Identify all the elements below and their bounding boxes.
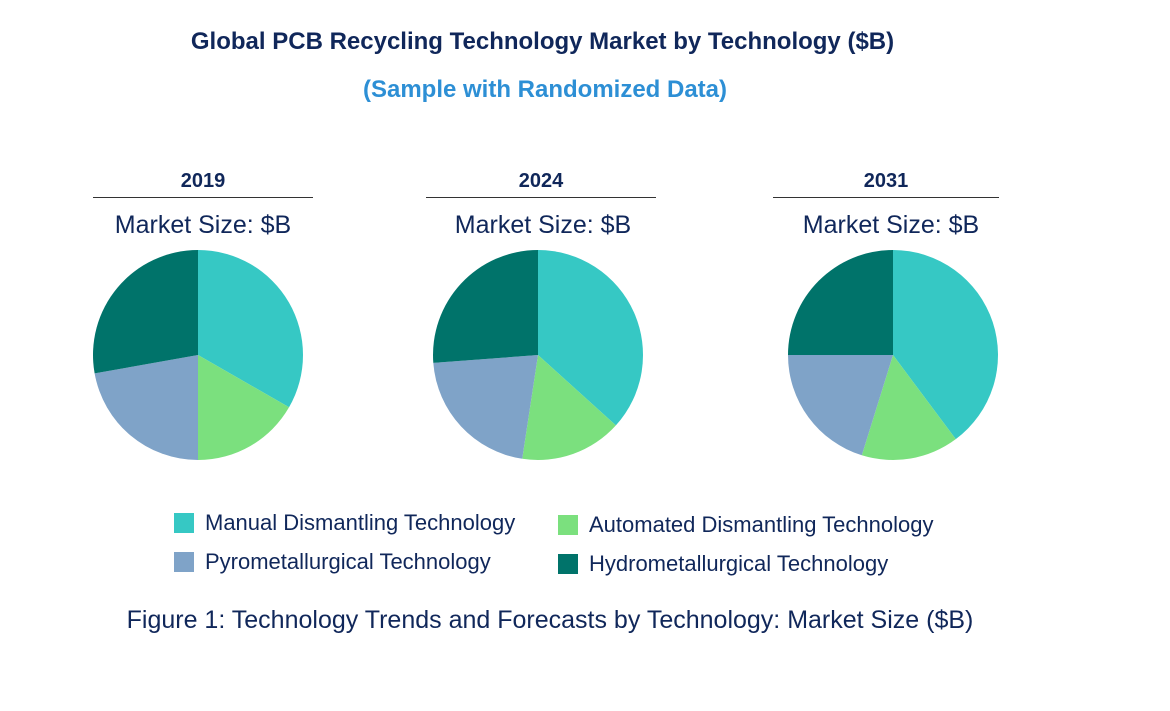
pie-year-2019: 2019 xyxy=(93,170,313,198)
pie-label-2019: Market Size: $B xyxy=(114,211,292,239)
pie-slice-2024-automated xyxy=(522,355,616,461)
legend-label: Automated Dismantling Technology xyxy=(589,512,934,537)
pie-slice-2019-manual xyxy=(198,250,303,408)
legend-swatch xyxy=(558,554,578,574)
figure-caption: Figure 1: Technology Trends and Forecast… xyxy=(126,606,974,634)
legend-label: Pyrometallurgical Technology xyxy=(205,549,491,574)
chart-subtitle: (Sample with Randomized Data) xyxy=(362,76,728,103)
pie-label-2031: Market Size: $B xyxy=(802,211,980,239)
legend-swatch xyxy=(174,552,194,572)
pie-slice-2019-automated xyxy=(198,355,290,460)
pie-label-2024: Market Size: $B xyxy=(454,211,632,239)
pie-slice-2031-pyro xyxy=(788,355,893,456)
pie-year-2031: 2031 xyxy=(773,170,999,198)
legend-label: Hydrometallurgical Technology xyxy=(589,551,889,576)
legend-label: Manual Dismantling Technology xyxy=(205,510,516,535)
pie-year-2024: 2024 xyxy=(426,170,656,198)
pie-slice-2024-pyro xyxy=(433,355,538,459)
legend-item-hydro: Hydrometallurgical Technology xyxy=(558,551,888,577)
pie-slice-2019-hydro xyxy=(93,250,198,374)
legend-item-pyro: Pyrometallurgical Technology xyxy=(174,549,491,575)
legend-swatch xyxy=(558,515,578,535)
pie-slice-2024-hydro xyxy=(433,250,538,363)
pie-slice-2031-manual xyxy=(893,250,998,440)
pie-slice-2031-automated xyxy=(861,355,956,461)
chart-title: Global PCB Recycling Technology Market b… xyxy=(190,28,895,55)
pie-slice-2024-manual xyxy=(538,250,644,426)
legend-item-automated: Automated Dismantling Technology xyxy=(558,512,933,538)
pie-slice-2019-pyro xyxy=(94,355,198,460)
pie-slice-2031-hydro xyxy=(788,250,893,355)
legend-item-manual: Manual Dismantling Technology xyxy=(174,510,515,536)
legend-swatch xyxy=(174,513,194,533)
